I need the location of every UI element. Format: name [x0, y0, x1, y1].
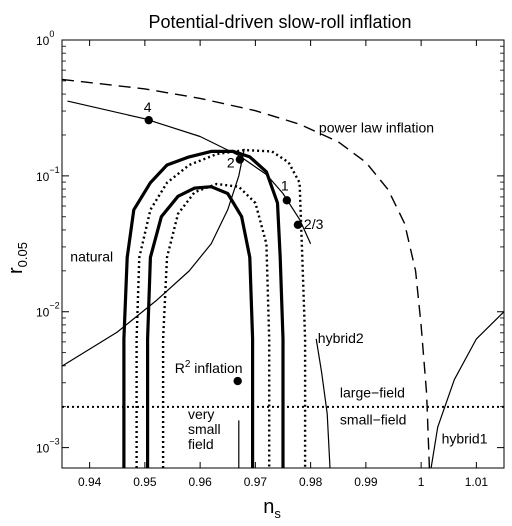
x-axis-label-sub: s: [274, 506, 281, 521]
data-point-2: [282, 196, 292, 205]
y-tick-label-exponent: −3: [49, 437, 59, 447]
chart-title: Potential-driven slow-roll inflation: [148, 12, 411, 32]
curve-hybrid2: [315, 338, 331, 469]
annotation-hybrid2: hybrid2: [318, 330, 364, 346]
data-point-label-4: R2 inflation: [175, 359, 243, 376]
y-tick-label-base: 10: [36, 170, 50, 184]
x-tick-label-7: 1.01: [465, 475, 489, 489]
x-tick-label-4: 0.98: [299, 475, 323, 489]
y-tick-label-1: 10−2: [36, 301, 60, 320]
annotation-hybrid1: hybrid1: [442, 431, 488, 447]
x-axis-label: ns: [263, 496, 281, 521]
curve-contour-68: [146, 185, 255, 468]
r2-label-main: R: [175, 360, 185, 376]
x-tick-label-6: 1: [418, 475, 425, 489]
data-point-label-3: 2/3: [304, 216, 324, 232]
plot-frame: [61, 39, 505, 469]
curve-hybrid1: [430, 311, 505, 469]
data-point-label-1: 2: [227, 155, 235, 171]
annotation-small-field: small−field: [340, 412, 407, 428]
annotation-large-field: large−field: [340, 384, 405, 400]
y-tick-label-base: 10: [36, 34, 50, 48]
y-tick-label-0: 10−3: [36, 437, 60, 456]
y-axis-label-main: r: [5, 267, 27, 274]
curve-power-law: [61, 78, 431, 469]
x-axis: 0.94 0.95 0.96 0.97 0.98 0.99 1 1.01: [78, 40, 488, 489]
annotation-natural: natural: [70, 248, 113, 264]
y-tick-label-exponent: −2: [49, 301, 59, 311]
r2-label-sup: 2: [185, 359, 191, 370]
curve-contour-95-dotted: [135, 148, 307, 468]
curve-contour-95: [122, 149, 285, 468]
y-tick-label-exponent: −1: [49, 165, 59, 175]
curves: [61, 78, 505, 469]
data-point-1: [235, 155, 245, 164]
curve-contour-68-dotted: [161, 182, 271, 468]
r2-label-rest: inflation: [190, 360, 242, 376]
annotation-power-law: power law inflation: [319, 119, 434, 135]
data-point-label-0: 4: [144, 99, 152, 115]
y-tick-label-base: 10: [36, 306, 50, 320]
curve-monomial: [67, 100, 312, 245]
x-axis-label-main: n: [263, 496, 274, 518]
x-tick-label-5: 0.99: [354, 475, 378, 489]
annotation-small: small: [188, 421, 221, 437]
y-axis-label-sub: 0.05: [15, 242, 30, 267]
x-tick-label-2: 0.96: [188, 475, 212, 489]
data-point-0: [144, 115, 153, 125]
data-point-3: [293, 220, 303, 229]
y-axis-label: r0.05: [5, 242, 30, 274]
annotations: power law inflation natural hybrid2 large−f…: [70, 119, 487, 452]
y-tick-label-3: 100: [36, 29, 54, 48]
annotation-very: very: [188, 406, 214, 422]
annotation-field: field: [188, 436, 214, 452]
x-tick-label-0: 0.94: [78, 475, 102, 489]
data-point-label-2: 1: [281, 177, 289, 193]
x-tick-label-3: 0.97: [244, 475, 268, 489]
data-point-4: [233, 376, 242, 386]
x-tick-label-1: 0.95: [133, 475, 157, 489]
y-tick-label-exponent: 0: [49, 29, 54, 39]
y-tick-label-2: 10−1: [36, 165, 60, 184]
y-tick-label-base: 10: [36, 442, 50, 456]
